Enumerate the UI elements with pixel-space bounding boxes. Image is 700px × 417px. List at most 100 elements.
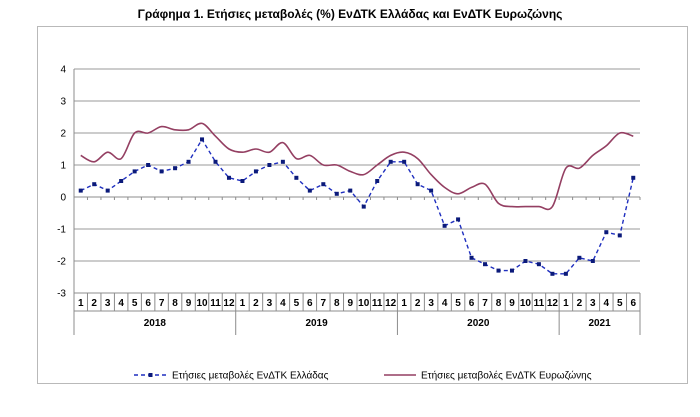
legend: Ετήσιες μεταβολές ΕνΔΤΚ Ελλάδας Ετήσιες μ… (134, 370, 592, 382)
x-tick-label: 1 (563, 298, 569, 309)
x-tick-label: 10 (520, 298, 532, 309)
data-point (119, 179, 124, 183)
x-tick-label: 12 (547, 298, 559, 309)
data-point (617, 233, 622, 238)
x-tick-label: 7 (159, 298, 165, 309)
x-tick-label: 3 (590, 298, 596, 309)
data-point (604, 230, 609, 235)
data-point (375, 179, 380, 183)
x-tick-label: 5 (617, 298, 623, 309)
data-point (105, 188, 110, 193)
data-point (509, 268, 514, 273)
x-tick-label: 6 (469, 298, 475, 309)
x-tick-label: 6 (630, 298, 636, 309)
x-tick-label: 10 (358, 298, 370, 309)
x-tick-label: 1 (240, 298, 246, 309)
year-label: 2020 (467, 318, 490, 329)
data-point (226, 175, 231, 180)
year-label: 2018 (144, 318, 167, 329)
x-tick-label: 5 (132, 298, 138, 309)
x-category-axis: 1 2 3 4 5 6 7 8 9 10 11 12 1 2 3 4 5 6 7 8 9 10 11 12 1 2 3 4 5 6 7 8 9 1… (73, 292, 641, 335)
x-tick-label: 1 (78, 298, 84, 309)
data-point (456, 217, 461, 222)
x-tick-label: 8 (496, 298, 502, 309)
y-tick-label: 1 (60, 161, 66, 172)
data-point (267, 163, 272, 167)
data-point (146, 163, 151, 167)
year-label: 2019 (305, 318, 328, 329)
data-point (590, 259, 595, 263)
x-tick-label: 6 (307, 298, 313, 309)
x-tick-label: 5 (455, 298, 461, 309)
data-point (469, 255, 474, 260)
data-point (307, 188, 312, 193)
x-tick-label: 4 (280, 298, 286, 309)
x-tick-label: 4 (604, 298, 610, 309)
x-tick-label: 2 (577, 298, 583, 309)
x-tick-label: 8 (172, 298, 178, 309)
x-tick-label: 4 (118, 298, 124, 309)
data-point (361, 204, 366, 209)
data-point (402, 159, 407, 164)
series-line-greece (80, 138, 634, 275)
x-tick-label: 6 (145, 298, 151, 309)
x-tick-label: 9 (509, 298, 515, 309)
x-tick-label: 9 (186, 298, 192, 309)
x-tick-label: 9 (347, 298, 353, 309)
data-point (92, 182, 97, 187)
data-point (577, 255, 582, 260)
chart-frame (37, 26, 688, 384)
x-tick-label: 11 (372, 298, 383, 309)
data-point (483, 262, 488, 267)
y-tick-label: -2 (57, 257, 66, 268)
chart-title: Γράφημα 1. Ετήσιες μεταβολές (%) ΕνΔΤΚ Ε… (137, 7, 563, 21)
year-label: 2021 (588, 318, 611, 329)
x-tick-label: 10 (196, 298, 208, 309)
data-point (280, 159, 285, 164)
data-point (348, 188, 353, 193)
y-tick-label: 2 (60, 129, 66, 140)
y-tick-label: 4 (60, 65, 66, 76)
data-point (159, 169, 164, 174)
x-tick-label: 7 (482, 298, 488, 309)
data-point (78, 188, 83, 193)
x-tick-label: 11 (210, 298, 221, 309)
data-point (415, 182, 420, 187)
x-tick-label: 2 (91, 298, 97, 309)
y-tick-label: -1 (57, 225, 66, 236)
legend-label-greece: Ετήσιες μεταβολές ΕνΔΤΚ Ελλάδας (172, 370, 329, 382)
x-tick-label: 2 (253, 298, 259, 309)
x-tick-label: 3 (105, 298, 111, 309)
x-tick-label: 12 (223, 298, 235, 309)
data-point (334, 191, 339, 196)
data-point (186, 159, 191, 164)
data-point (321, 182, 326, 187)
data-point (213, 159, 218, 164)
data-point (388, 159, 393, 164)
y-tick-label: 0 (60, 193, 66, 204)
data-point (631, 175, 636, 180)
data-point (200, 137, 205, 142)
grid-lines (73, 68, 641, 294)
x-tick-label: 2 (415, 298, 421, 309)
x-tick-label: 7 (321, 298, 327, 309)
x-tick-label: 1 (401, 298, 407, 309)
data-point (550, 271, 555, 276)
x-tick-label: 5 (294, 298, 300, 309)
data-point (294, 175, 299, 180)
data-point (536, 262, 541, 267)
data-point (253, 169, 258, 174)
data-point (240, 179, 245, 183)
data-point (442, 223, 447, 228)
data-point (523, 259, 528, 263)
x-tick-label: 3 (267, 298, 273, 309)
y-tick-label: -3 (57, 289, 66, 300)
x-tick-label: 11 (534, 298, 545, 309)
x-tick-label: 3 (428, 298, 434, 309)
data-point (429, 188, 434, 193)
legend-label-eurozone: Ετήσιες μεταβολές ΕνΔΤΚ Ευρωζώνης (421, 370, 592, 382)
y-tick-labels: 4 3 2 1 0 -1 -2 -3 (57, 65, 66, 300)
data-point (173, 166, 178, 171)
x-tick-label: 8 (334, 298, 340, 309)
